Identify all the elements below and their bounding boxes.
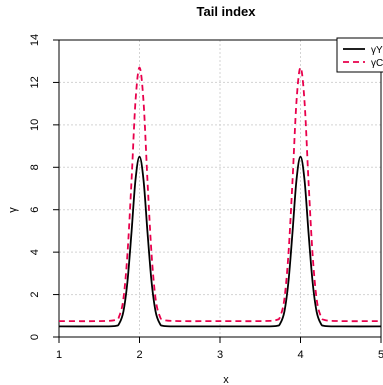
- series-line-gamma-y: [58, 155, 382, 328]
- y-tick-label: 0: [29, 334, 41, 340]
- y-tick-label: 14: [29, 34, 41, 46]
- y-axis-label: γ: [7, 207, 19, 213]
- x-axis-label: x: [223, 374, 229, 385]
- y-tick-label: 6: [29, 207, 41, 213]
- x-tick-label: 4: [297, 349, 303, 361]
- series-layer: [58, 66, 382, 328]
- x-tick-label: 2: [136, 349, 142, 361]
- y-tick-label: 2: [29, 292, 41, 298]
- y-tick-label: 8: [29, 164, 41, 170]
- legend-box: [336, 37, 383, 73]
- series-line-gamma-c: [58, 66, 382, 323]
- chart-title: Tail index: [197, 4, 257, 19]
- x-tick-label: 1: [56, 349, 62, 361]
- legend: γY γC: [336, 37, 383, 73]
- y-tick-label: 4: [29, 249, 41, 255]
- legend-label: γY: [371, 45, 383, 56]
- x-tick-label: 5: [378, 349, 383, 361]
- y-tick-label: 10: [29, 119, 41, 131]
- y-tick-label: 12: [29, 76, 41, 88]
- legend-label: γC: [371, 58, 383, 69]
- x-tick-label: 3: [217, 349, 223, 361]
- grid-layer: [58, 39, 382, 338]
